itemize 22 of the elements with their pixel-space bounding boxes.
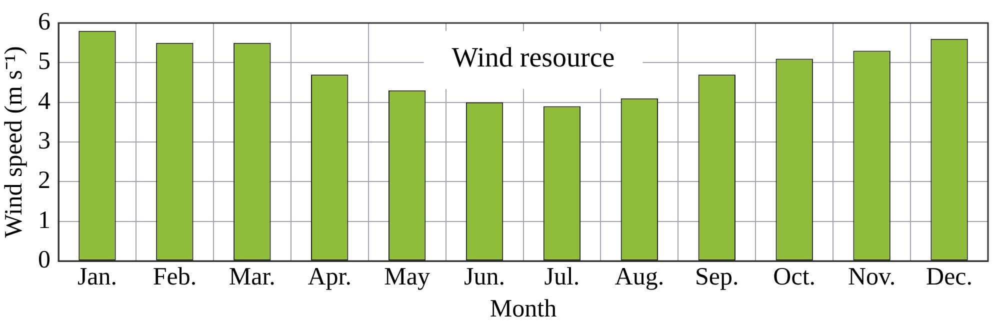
x-tick-label: Dec.	[926, 264, 973, 291]
y-tick-label: 3	[38, 128, 50, 155]
text: Wind resource	[452, 42, 615, 74]
x-tick-label: Sep.	[695, 264, 739, 291]
y-tick-label: 4	[38, 88, 51, 115]
x-tick-label: May	[384, 264, 430, 291]
x-tick-label: Feb.	[152, 264, 197, 291]
x-tick-label: Nov.	[848, 264, 896, 291]
y-tick-label: 0	[38, 246, 50, 274]
x-tick-label: Jun.	[464, 264, 506, 291]
x-tick-label: Apr.	[308, 264, 352, 291]
x-tick-label: Mar.	[228, 264, 276, 291]
x-axis-title: Month	[490, 296, 558, 323]
y-tick-label: 2	[38, 167, 50, 194]
y-tick-label: 6	[38, 8, 50, 36]
y-axis-title: Wind speed (m s⁻¹)	[0, 46, 28, 238]
x-tick-label: Aug.	[614, 264, 664, 291]
y-tick-label: 5	[38, 48, 50, 76]
x-tick-label: Jan.	[77, 264, 118, 291]
x-tick-label: Jul.	[544, 264, 580, 291]
y-tick-label: 1	[38, 206, 50, 234]
x-tick-label: Oct.	[773, 264, 816, 291]
